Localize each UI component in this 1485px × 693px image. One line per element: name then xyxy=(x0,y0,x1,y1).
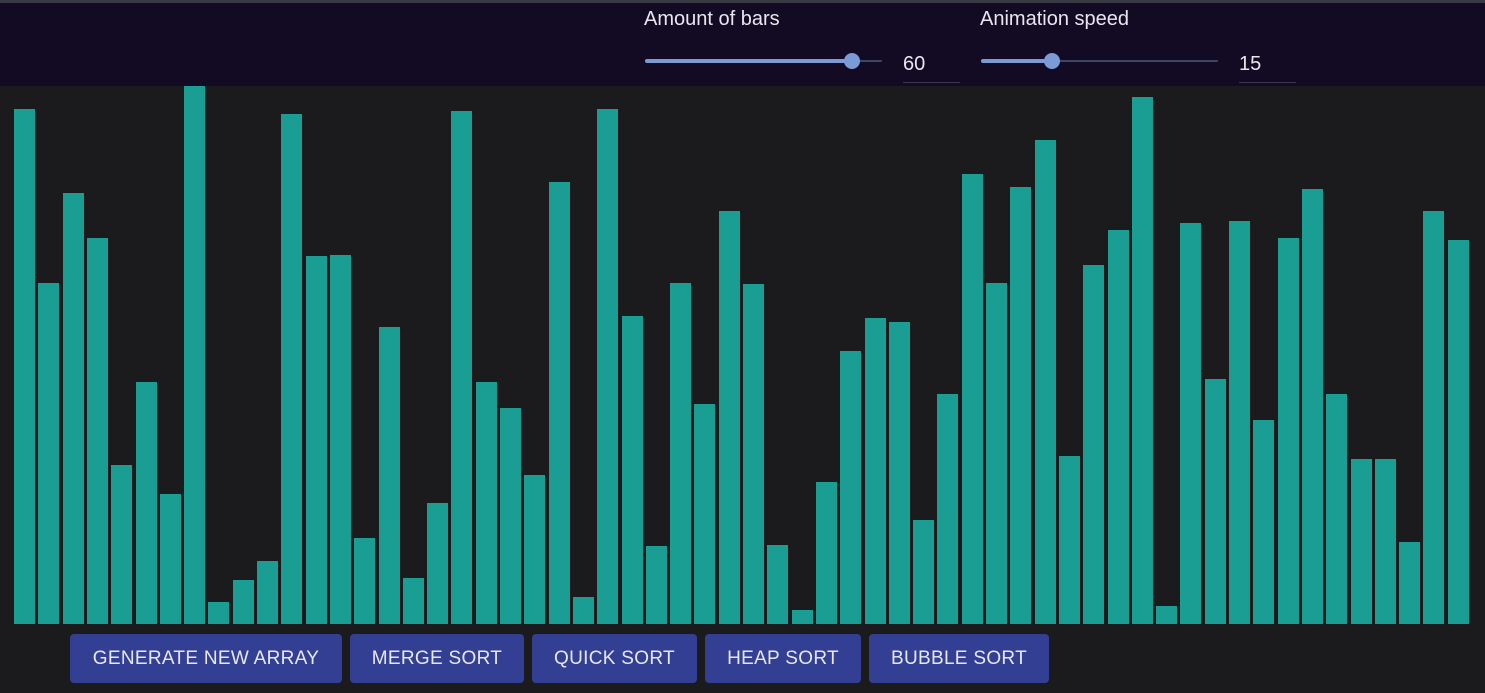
array-bar xyxy=(1010,187,1031,624)
array-bar xyxy=(694,404,715,624)
slider-track xyxy=(645,59,853,63)
array-bar xyxy=(622,316,643,624)
array-bar xyxy=(1059,456,1080,624)
array-bar xyxy=(670,283,691,624)
array-bar xyxy=(597,109,618,624)
merge-sort-button[interactable]: MERGE SORT xyxy=(350,634,524,683)
array-bar xyxy=(1399,542,1420,624)
array-bar xyxy=(1302,189,1323,624)
array-bar xyxy=(646,546,667,624)
bubble-sort-button[interactable]: BUBBLE SORT xyxy=(869,634,1049,683)
control-panel: Amount of bars Animation speed xyxy=(0,3,1485,86)
window-top-border xyxy=(0,0,1485,3)
bar-count-input[interactable] xyxy=(903,47,960,83)
array-bar xyxy=(816,482,837,624)
array-bar xyxy=(1035,140,1056,624)
array-bar xyxy=(1132,97,1153,624)
array-bar xyxy=(1229,221,1250,624)
array-bar xyxy=(111,465,132,624)
generate-new-array-button[interactable]: GENERATE NEW ARRAY xyxy=(70,634,342,683)
array-bar xyxy=(1180,223,1201,624)
array-bar xyxy=(1156,606,1177,624)
array-bar xyxy=(719,211,740,624)
slider-thumb[interactable] xyxy=(1044,53,1061,69)
array-bar xyxy=(427,503,448,624)
array-bar xyxy=(549,182,570,624)
array-bar xyxy=(1448,240,1469,624)
array-bar xyxy=(208,602,229,624)
array-bar xyxy=(14,109,35,624)
array-bar xyxy=(889,322,910,624)
array-bar xyxy=(257,561,278,624)
heap-sort-button[interactable]: HEAP SORT xyxy=(705,634,861,683)
array-bars xyxy=(14,86,1469,624)
animation-speed-label: Animation speed xyxy=(980,8,1129,30)
array-bar xyxy=(281,114,302,624)
array-bar xyxy=(743,284,764,624)
animation-speed-slider[interactable] xyxy=(981,48,1218,74)
array-bar xyxy=(962,174,983,624)
array-bar xyxy=(986,283,1007,624)
array-bar xyxy=(524,475,545,624)
array-bar xyxy=(87,238,108,624)
slider-rail xyxy=(981,60,1218,62)
array-bar xyxy=(233,580,254,624)
array-bar xyxy=(38,283,59,624)
slider-track xyxy=(981,59,1053,63)
array-bar xyxy=(1253,420,1274,624)
array-bar xyxy=(476,382,497,624)
array-bar xyxy=(1205,379,1226,624)
array-bar xyxy=(767,545,788,624)
array-bar xyxy=(1326,394,1347,624)
array-bar xyxy=(403,578,424,624)
array-bar xyxy=(1278,238,1299,624)
array-bar xyxy=(354,538,375,624)
array-bar xyxy=(913,520,934,624)
array-bar xyxy=(1108,230,1129,624)
array-bar xyxy=(1351,459,1372,624)
slider-thumb[interactable] xyxy=(844,53,861,69)
array-bar xyxy=(451,111,472,624)
array-bar xyxy=(136,382,157,624)
array-bar xyxy=(63,193,84,624)
array-bar xyxy=(573,597,594,624)
array-bar xyxy=(1423,211,1444,624)
array-bar xyxy=(937,394,958,624)
quick-sort-button[interactable]: QUICK SORT xyxy=(532,634,697,683)
animation-speed-input[interactable] xyxy=(1239,47,1296,83)
array-bar xyxy=(330,255,351,624)
array-bar xyxy=(1375,459,1396,624)
bar-count-label: Amount of bars xyxy=(644,8,780,30)
array-bar xyxy=(500,408,521,624)
array-bar xyxy=(865,318,886,624)
bar-count-slider[interactable] xyxy=(645,48,882,74)
array-bar xyxy=(840,351,861,624)
array-bar xyxy=(184,86,205,624)
array-bar xyxy=(306,256,327,624)
array-bar xyxy=(160,494,181,624)
array-bar xyxy=(379,327,400,624)
array-bar xyxy=(1083,265,1104,624)
array-bar xyxy=(792,610,813,624)
